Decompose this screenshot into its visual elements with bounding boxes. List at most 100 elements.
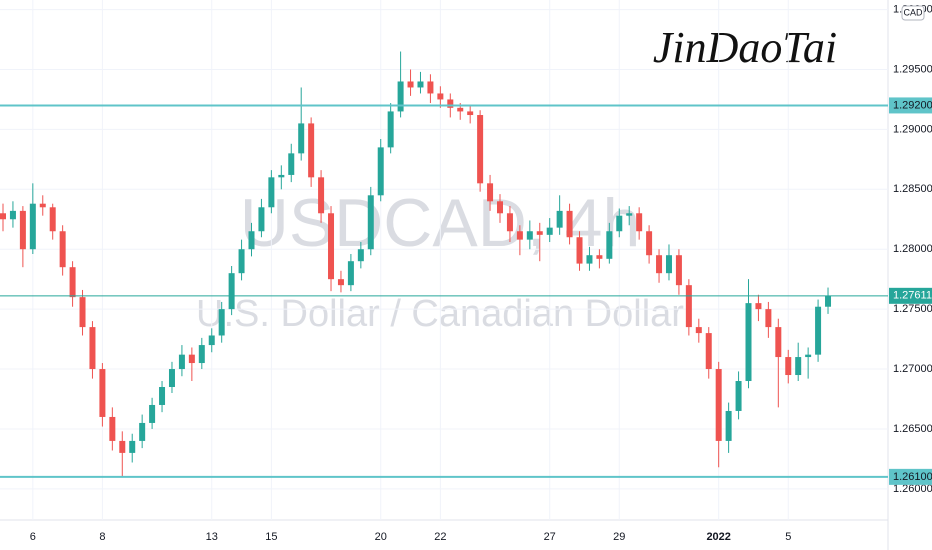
y-tick-label: 1.27000 [893,363,932,375]
candle-body [387,111,394,148]
candle-body [467,111,474,116]
candle-body [626,213,633,216]
candle-body [725,410,732,441]
x-tick-label: 2022 [706,531,730,543]
candle-body [705,333,712,370]
candle-body [417,81,424,88]
currency-box [901,5,925,21]
candle-body [357,249,364,262]
candle-body [457,107,464,112]
candle-body [9,210,16,220]
candle-body [159,387,166,405]
candle-body [99,369,106,417]
candle-body [795,357,802,376]
candle-body [268,177,275,208]
candle-body [129,440,136,453]
candle-body [665,255,672,274]
candle-body [526,231,533,240]
candle-body [288,153,295,175]
candle-body [695,327,702,334]
candle-body [59,231,66,268]
level-label: 1.26100 [893,471,932,483]
candle-body [39,203,46,208]
candle-body [308,123,315,178]
candle-body [477,115,484,184]
candle-body [139,422,146,441]
y-tick-label: 1.29500 [893,63,932,75]
candle-body [447,99,454,108]
candle-body [149,404,156,423]
candle-body [656,255,663,274]
candle-body [29,203,36,250]
candle-body [427,81,434,94]
candle-body [89,327,96,370]
x-tick-label: 20 [375,531,387,543]
candle-body [636,213,643,232]
candle-body [208,335,215,346]
last-price-box [889,287,932,304]
candle-body [258,207,265,232]
candle-body [377,147,384,196]
candle-body [506,213,513,232]
candle-body [168,369,175,388]
candle-body [367,195,374,250]
last-price-label: 1.27611 [893,290,932,302]
candle-body [437,93,444,100]
x-tick-label: 15 [265,531,277,543]
x-tick-label: 27 [544,531,556,543]
x-tick-label: 5 [785,531,791,543]
candle-body [397,81,404,112]
candle-body [785,357,792,376]
candle-body [596,255,603,259]
y-tick-label: 1.26500 [893,423,932,435]
y-tick-label: 1.26000 [893,483,932,495]
candle-body [198,345,205,364]
candle-body [69,267,76,298]
candle-body [318,177,325,214]
candle-body [278,174,285,178]
y-tick-label: 1.28500 [893,183,932,195]
candle-body [497,201,503,214]
candle-body [546,227,553,235]
y-tick-label: 1.28000 [893,243,932,255]
candle-body [646,231,653,256]
candle-body [19,210,26,250]
candle-body [775,327,782,358]
candle-body [109,416,116,441]
candle-body [228,273,235,310]
candle-body [407,81,414,88]
candle-body [119,440,126,453]
candle-body [238,249,245,274]
candle-body [745,303,752,382]
candle-body [735,381,742,411]
x-tick-label: 13 [206,531,218,543]
x-tick-label: 8 [99,531,105,543]
y-tick-label: 1.29000 [893,123,932,135]
candle-body [755,303,762,310]
candle-body [248,231,255,250]
candle-body [536,231,543,235]
candle-body [815,306,822,355]
candle-body [49,207,56,232]
candle-body [218,309,225,336]
candle-body [556,210,563,228]
candle-body [566,210,573,238]
candle-body [298,123,305,154]
candle-body [805,354,812,358]
candle-body [825,295,832,307]
candle-body [675,255,682,286]
candle-body [576,237,583,264]
candle-body [79,297,86,328]
signature: JinDaoTai [653,23,837,72]
x-tick-label: 6 [30,531,36,543]
candle-body [616,215,623,232]
level-label: 1.29200 [893,99,932,111]
x-tick-label: 29 [613,531,625,543]
candle-body [685,285,692,328]
candle-body [765,309,772,328]
level-label-box [889,97,932,114]
candle-body [188,354,195,364]
candle-body [0,213,6,220]
candle-body [586,255,593,264]
